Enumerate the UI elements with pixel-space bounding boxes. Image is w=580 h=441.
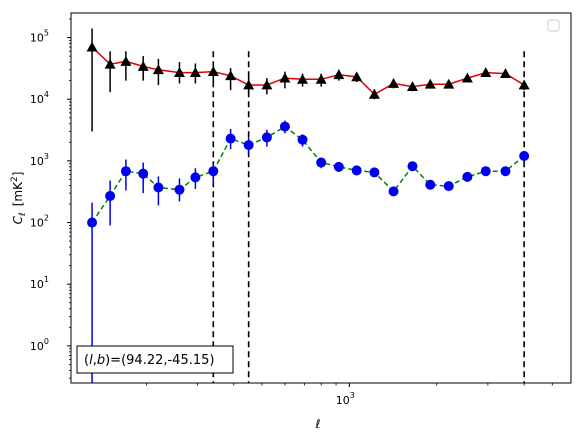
data-point: [243, 140, 254, 151]
data-point: [519, 150, 530, 161]
y-tick-label: 102: [30, 214, 49, 230]
data-point: [279, 72, 291, 83]
data-point: [518, 79, 530, 90]
data-point: [86, 41, 98, 52]
data-point: [137, 60, 149, 71]
data-point: [406, 81, 418, 92]
data-point: [261, 79, 273, 90]
data-point: [388, 77, 400, 88]
data-point: [153, 182, 164, 193]
data-point: [297, 73, 309, 84]
data-point: [189, 67, 201, 78]
legend-box: [547, 19, 560, 32]
data-point: [261, 132, 272, 143]
axes: 100 101 102 103 104 105 103: [30, 18, 553, 407]
data-point: [87, 217, 98, 228]
data-point: [225, 133, 236, 144]
data-point: [315, 73, 327, 84]
data-point: [499, 68, 511, 79]
data-point: [462, 171, 473, 182]
data-point: [351, 71, 363, 82]
data-point: [208, 166, 219, 177]
data-point: [351, 165, 362, 176]
data-markers: [86, 41, 530, 228]
data-point: [105, 190, 116, 201]
data-point: [333, 161, 344, 172]
annotation-box: (l,b)=(94.22,-45.15): [76, 345, 234, 374]
data-point: [297, 134, 308, 145]
y-tick-label: 101: [30, 275, 49, 291]
data-point: [104, 58, 116, 69]
data-point: [500, 166, 511, 177]
x-axis-label: ℓ: [315, 417, 321, 431]
data-point: [461, 72, 473, 83]
y-tick-label: 104: [30, 90, 49, 106]
data-point: [369, 167, 380, 178]
data-point: [174, 184, 185, 195]
data-point: [152, 64, 164, 75]
data-point: [480, 67, 492, 78]
data-point: [388, 186, 399, 197]
data-point: [225, 70, 237, 81]
data-point: [120, 55, 132, 66]
data-point: [190, 172, 201, 183]
data-point: [279, 121, 290, 132]
y-axis-label: Cℓ[mK2]: [10, 172, 28, 225]
y-tick-label: 105: [30, 29, 49, 45]
data-point: [207, 66, 219, 77]
y-tick-label: 103: [30, 152, 49, 168]
data-point: [173, 67, 185, 78]
data-point: [424, 78, 436, 89]
data-point: [443, 181, 454, 192]
data-point: [368, 88, 380, 99]
data-point: [138, 168, 149, 179]
data-point: [333, 69, 345, 80]
data-point: [120, 166, 131, 177]
y-tick-label: 100: [30, 337, 49, 353]
data-point: [407, 161, 418, 172]
x-tick-label: 103: [336, 391, 355, 407]
data-point: [425, 179, 436, 190]
data-point: [243, 79, 255, 90]
annotation-text: (l,b)=(94.22,-45.15): [84, 353, 214, 368]
vertical-reference-lines: [212, 51, 525, 383]
data-point: [443, 78, 455, 89]
data-point: [316, 157, 327, 168]
data-point: [480, 166, 491, 177]
